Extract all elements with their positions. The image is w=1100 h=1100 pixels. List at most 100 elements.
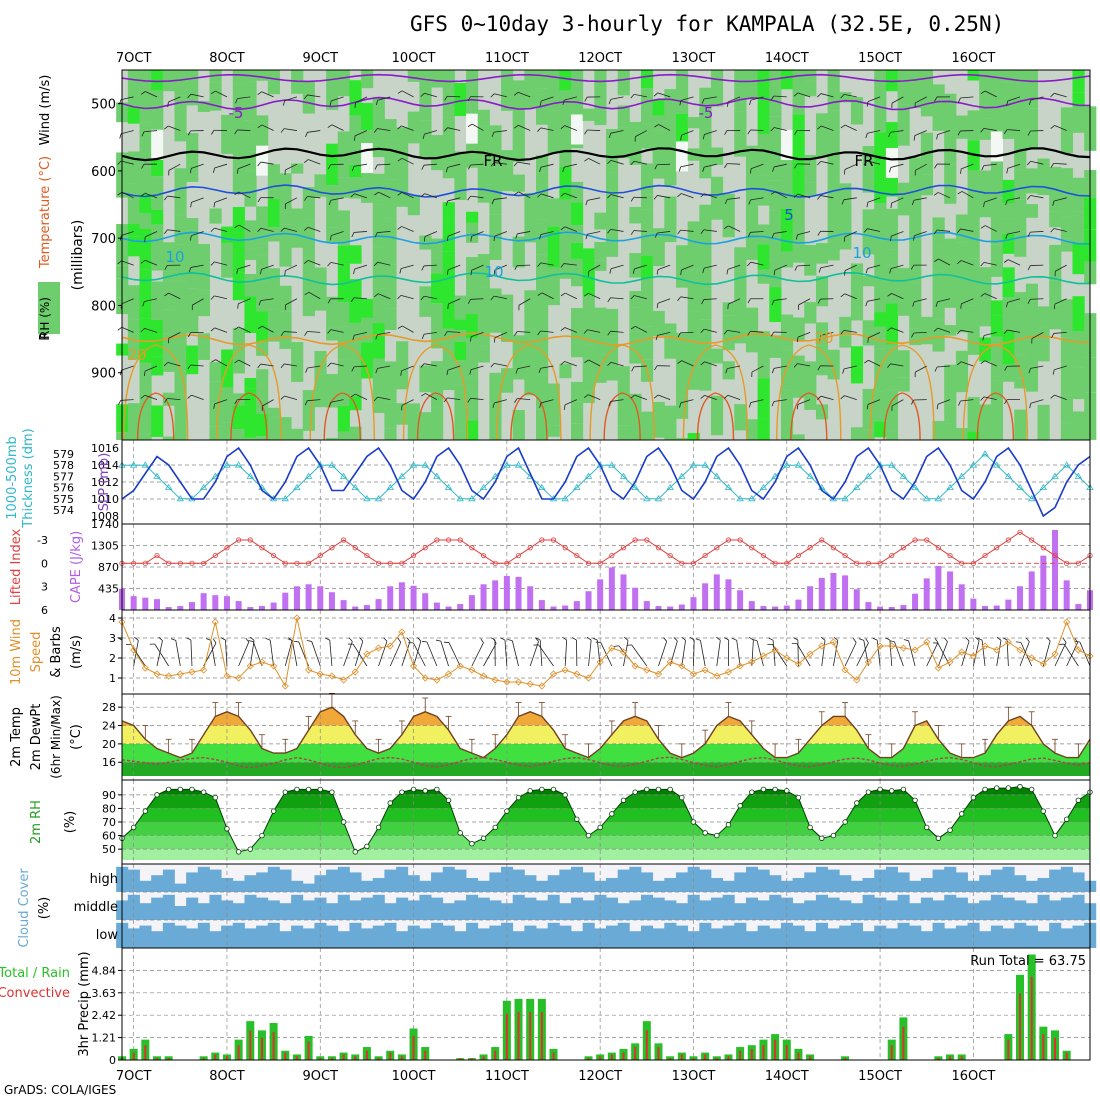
rh-cell xyxy=(722,193,735,226)
wind-barb-staff xyxy=(867,130,881,134)
upper-wind-barb xyxy=(304,399,321,406)
wind-barb-feather xyxy=(679,100,682,106)
wind-barb-staff xyxy=(238,359,251,367)
upper-wind-barb xyxy=(751,365,764,378)
rh-cell xyxy=(734,247,747,272)
upper-wind-barb xyxy=(726,264,741,275)
upper-wind-barb xyxy=(630,394,647,401)
upper-wind-barb xyxy=(560,192,577,199)
wind-barb-feather xyxy=(957,361,962,366)
wind-barb-feather xyxy=(1006,100,1009,106)
cloud-high-bar xyxy=(944,866,957,892)
upper-wind-barb xyxy=(560,361,577,367)
wind-barb-feather xyxy=(1050,228,1055,233)
wind-barb-feather xyxy=(724,637,729,641)
wind-speed-marker xyxy=(1063,618,1071,626)
rh-cell xyxy=(571,225,584,243)
cape-bar xyxy=(900,605,907,610)
wind-barb-feather xyxy=(560,361,565,365)
rh-cell xyxy=(722,302,735,316)
wind-barb-feather xyxy=(680,269,682,275)
lifted-index-marker xyxy=(131,560,137,566)
wind-barb-staff xyxy=(820,395,834,401)
wind-barb-staff xyxy=(960,96,974,99)
wind-barb-staff xyxy=(440,641,449,667)
rh-cell xyxy=(279,285,292,312)
rh-dry-pocket xyxy=(990,131,1004,162)
rh-cell xyxy=(967,235,980,259)
rh-cell xyxy=(780,415,794,433)
cloud-low-bar xyxy=(547,922,560,948)
precip-convective-bar xyxy=(389,1052,392,1060)
upper-wind-barb xyxy=(887,293,904,300)
rh-cell xyxy=(536,333,549,375)
wind-barb-staff xyxy=(727,365,741,369)
cloud-high-bar xyxy=(582,872,595,892)
rh-cell xyxy=(466,256,479,274)
cloud-middle-bar xyxy=(862,894,875,920)
upper-wind-barb xyxy=(351,231,367,238)
upper-wind-barb xyxy=(401,399,414,411)
upper-wind-barb xyxy=(213,399,228,409)
precip-convective-bar xyxy=(295,1056,298,1060)
rh-cell xyxy=(967,170,980,194)
lifted-index-marker xyxy=(760,552,767,559)
wind-barb-feather xyxy=(564,404,566,410)
upper-wind-barb xyxy=(470,231,484,242)
surface-wind-barb xyxy=(401,637,411,667)
cape-bar xyxy=(597,579,604,610)
wind-barb-feather xyxy=(943,637,948,642)
rh-cell xyxy=(955,115,969,139)
surface-wind-barb xyxy=(695,638,706,667)
upper-wind-barb xyxy=(630,160,647,166)
thickness-marker xyxy=(444,483,453,490)
rh-cell xyxy=(804,154,817,183)
rh-cell xyxy=(757,418,770,440)
rh-cell xyxy=(944,325,957,336)
wind-barb-feather xyxy=(609,268,612,274)
rh-cell xyxy=(792,355,805,398)
cape-bar xyxy=(608,567,615,610)
slp-tick-label: 1008 xyxy=(91,510,119,523)
precip-axis-label: 3hr Precip (mm) xyxy=(77,951,92,1056)
wind-speed-marker xyxy=(293,614,301,622)
rh-cell xyxy=(629,253,642,278)
thickness-marker xyxy=(398,472,406,479)
wind-barb-feather xyxy=(817,125,822,130)
lifted-index-marker xyxy=(959,560,965,566)
upper-wind-barb xyxy=(677,193,694,199)
upper-wind-barb xyxy=(584,96,601,102)
wind-barb-staff xyxy=(1031,332,1044,339)
wind-barb-staff xyxy=(401,125,414,131)
rh-cell xyxy=(267,70,280,95)
cape-bar xyxy=(877,606,884,610)
wind-barb-staff xyxy=(225,640,228,667)
wind-speed-marker xyxy=(654,670,663,678)
upper-wind-barb xyxy=(188,264,204,273)
wind-barb-feather xyxy=(187,93,192,99)
cloud-low-bar xyxy=(664,922,677,948)
rh-cell xyxy=(256,254,269,270)
wind-barb-feather xyxy=(771,300,775,306)
upper-wind-barb xyxy=(630,325,648,333)
wind-speed-marker xyxy=(328,672,336,680)
wind-barb-feather xyxy=(190,202,192,208)
rh-cell xyxy=(792,70,805,115)
rh-cell xyxy=(384,308,397,331)
precip-total-bar xyxy=(712,1056,721,1060)
isotherm-20-loop xyxy=(682,344,749,441)
upper-wind-barb xyxy=(819,331,834,341)
rh-dry-pocket xyxy=(675,141,689,172)
rh-cell xyxy=(932,319,945,352)
wind-barb-feather xyxy=(234,129,238,135)
rh-cell xyxy=(302,279,315,317)
upper-wind-barb xyxy=(560,327,577,333)
lifted-index-marker xyxy=(387,560,393,566)
upper-wind-barb xyxy=(375,331,391,340)
rh-cell xyxy=(384,179,397,219)
rh-legend-text: RH (%) xyxy=(38,297,52,339)
thickness-marker xyxy=(876,461,884,468)
upper-wind-barb xyxy=(863,228,881,233)
rh-cell xyxy=(827,194,840,218)
wind-barb-staff xyxy=(252,641,263,667)
